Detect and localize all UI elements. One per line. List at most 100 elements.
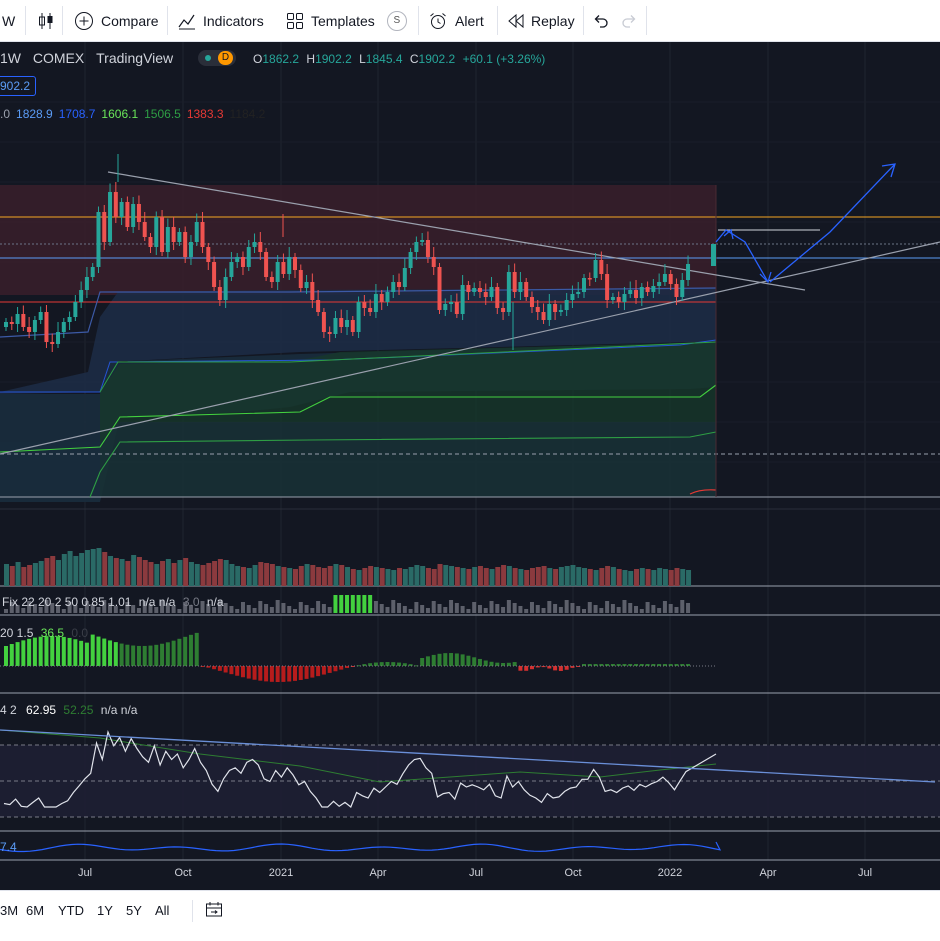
fix-bar <box>287 606 292 613</box>
templates-shortcut-badge: S <box>386 10 407 31</box>
price-chart-canvas[interactable] <box>0 42 940 890</box>
range-button-all[interactable]: All <box>155 903 170 918</box>
volume-bar <box>524 570 530 586</box>
date-range-button[interactable] <box>205 901 223 924</box>
fix-bar <box>605 601 610 613</box>
fix-bar <box>425 608 430 613</box>
change-value: +60.1 (+3.26%) <box>462 52 546 66</box>
status-badge[interactable]: D <box>198 50 236 66</box>
histogram-bar <box>44 636 49 666</box>
chart-type-button[interactable] <box>37 0 55 41</box>
undo-icon <box>592 12 610 30</box>
fix-bar <box>281 603 286 613</box>
candle-body <box>524 282 529 297</box>
volume-bar <box>171 563 177 586</box>
range-button-1y[interactable]: 1Y <box>97 903 113 918</box>
delay-badge: D <box>218 51 233 65</box>
fix-bar <box>217 600 222 613</box>
range-button-6m[interactable]: 6M <box>26 903 45 918</box>
fix-bar <box>327 607 332 613</box>
volume-bar <box>102 552 108 586</box>
volume-bar <box>645 569 651 586</box>
projection-path <box>715 229 769 283</box>
volume-bar <box>298 566 304 586</box>
volume-bar <box>402 569 408 586</box>
replay-button[interactable]: Replay <box>507 0 575 41</box>
fix-bar <box>668 604 673 613</box>
candle-body <box>229 262 234 277</box>
histogram-bar <box>90 634 95 666</box>
histogram-bar <box>553 666 558 671</box>
histogram-bar <box>38 636 43 666</box>
candle-body <box>535 307 540 312</box>
alert-label: Alert <box>455 12 484 29</box>
volume-bar <box>501 565 507 586</box>
histogram-bar <box>645 664 650 666</box>
high-value: 1902.2 <box>315 52 352 66</box>
histogram-bar <box>460 654 465 666</box>
toolbar-divider <box>497 6 498 35</box>
volume-bar <box>437 564 443 586</box>
green-band-lower <box>89 431 717 498</box>
fix-bar <box>108 603 113 613</box>
pane-separators <box>0 508 940 861</box>
candle-body <box>67 317 72 322</box>
candle-body <box>79 290 84 302</box>
candle-body <box>269 277 274 282</box>
range-button-5y[interactable]: 5Y <box>126 903 142 918</box>
interval-label: W <box>2 12 16 29</box>
volume-bar <box>183 558 189 586</box>
candle-body <box>460 285 465 314</box>
fix-bar <box>84 601 89 613</box>
volume-bar <box>570 565 576 586</box>
candle-body <box>177 232 182 242</box>
fix-bar <box>21 608 26 613</box>
volume-bar <box>154 564 160 586</box>
range-button-ytd[interactable]: YTD <box>58 903 84 918</box>
volume-bar <box>512 568 518 586</box>
chart-area[interactable]: 1W COMEX TradingView D O1862.2 H1902.2 L… <box>0 42 940 890</box>
fix-bar <box>472 602 477 613</box>
volume-bar <box>345 567 351 586</box>
symbol-legend[interactable]: 1W COMEX TradingView <box>0 50 173 66</box>
histogram-bar <box>177 638 182 666</box>
bottom-toolbar: 3M 6M YTD 1Y 5Y All <box>0 890 940 941</box>
volume-bar <box>466 569 472 586</box>
histogram-bar <box>628 664 633 666</box>
fix-bar <box>356 595 361 613</box>
fix-bar <box>495 604 500 613</box>
compare-button[interactable]: Compare <box>74 0 159 41</box>
range-button-3m[interactable]: 3M <box>0 903 19 918</box>
volume-bar <box>443 565 449 586</box>
candle-body <box>628 290 633 294</box>
histogram-bar <box>9 644 14 666</box>
candle-body <box>449 302 454 304</box>
undo-button[interactable] <box>592 0 610 41</box>
fix-bar <box>651 605 656 613</box>
time-axis-label: Apr <box>759 867 777 879</box>
price-tag[interactable]: 902.2 <box>0 76 37 96</box>
fix-bar <box>483 608 488 613</box>
histogram-bar <box>321 666 326 675</box>
volume-bar <box>506 566 512 586</box>
histogram-bar <box>472 657 477 666</box>
histogram-bar <box>639 664 644 666</box>
candle-body <box>402 268 407 287</box>
candle-body <box>553 304 558 312</box>
alert-button[interactable]: Alert <box>428 0 484 41</box>
templates-grid-icon <box>286 12 304 30</box>
candle-body <box>61 322 66 332</box>
templates-button[interactable]: Templates S <box>286 0 407 41</box>
rsi-signal-line <box>0 729 717 783</box>
histogram-bar <box>593 664 598 666</box>
fix-bar <box>160 600 165 613</box>
histogram-bar <box>136 645 141 666</box>
interval-button[interactable]: W <box>2 0 15 41</box>
redo-button[interactable] <box>620 0 638 41</box>
levels-legend: .0 1828.9 1708.7 1606.1 1506.5 1383.3 1184.2 <box>0 107 271 121</box>
lower-band-fill <box>0 422 716 497</box>
indicators-button[interactable]: Indicators <box>177 0 264 41</box>
rsi-pane <box>0 729 940 818</box>
exchange-label: COMEX <box>32 50 85 66</box>
fix-bar <box>466 609 471 613</box>
